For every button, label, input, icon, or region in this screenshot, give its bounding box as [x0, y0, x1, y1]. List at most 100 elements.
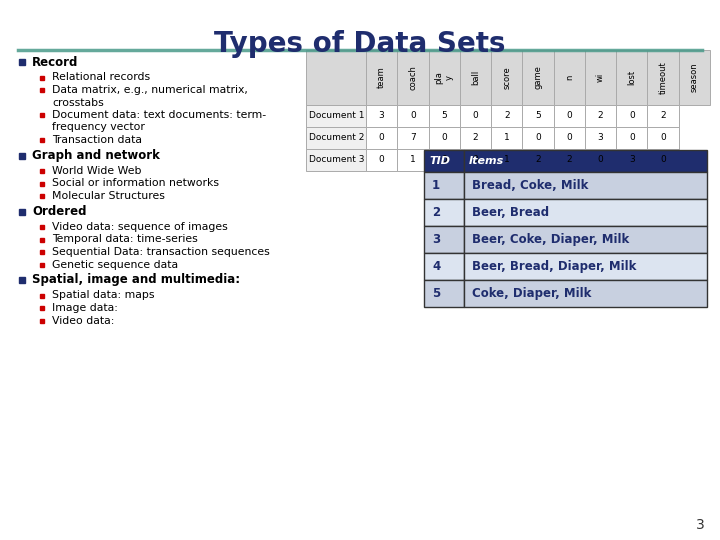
Text: 0: 0 [629, 133, 635, 143]
Text: Coke, Diaper, Milk: Coke, Diaper, Milk [472, 287, 591, 300]
Bar [306, 149, 366, 171]
Bar [679, 50, 710, 105]
Text: ball: ball [471, 70, 480, 85]
Text: Genetic sequence data: Genetic sequence data [52, 260, 178, 269]
Text: 0: 0 [379, 156, 384, 165]
Bar [647, 50, 679, 105]
Bar [366, 127, 397, 149]
Text: 2: 2 [535, 156, 541, 165]
Bar [306, 50, 366, 105]
Bar [647, 149, 679, 171]
Text: 2: 2 [432, 206, 440, 219]
Text: 0: 0 [567, 133, 572, 143]
Text: World Wide Web: World Wide Web [52, 166, 142, 176]
Bar [464, 199, 707, 226]
Bar [366, 105, 397, 127]
Bar [424, 280, 464, 307]
Text: Record: Record [32, 56, 78, 69]
Bar [460, 149, 491, 171]
Text: 2: 2 [504, 111, 510, 120]
Text: 2: 2 [472, 133, 478, 143]
Text: Document data: text documents: term-: Document data: text documents: term- [52, 110, 266, 120]
Text: Document 3: Document 3 [309, 156, 364, 165]
Bar [616, 127, 647, 149]
Text: 5: 5 [535, 111, 541, 120]
Bar [306, 105, 366, 127]
Bar [554, 50, 585, 105]
Text: Beer, Coke, Diaper, Milk: Beer, Coke, Diaper, Milk [472, 233, 629, 246]
Bar [428, 149, 460, 171]
Text: pla
y: pla y [434, 71, 454, 84]
Bar [554, 149, 585, 171]
Bar [424, 172, 464, 199]
Text: 0: 0 [598, 156, 603, 165]
Text: Molecular Structures: Molecular Structures [52, 191, 165, 201]
Bar [424, 199, 464, 226]
Text: 0: 0 [629, 111, 635, 120]
Text: 3: 3 [696, 518, 705, 532]
Text: 7: 7 [410, 133, 415, 143]
Bar [647, 127, 679, 149]
Text: game: game [534, 65, 542, 90]
Text: 1: 1 [504, 156, 510, 165]
Bar [366, 149, 397, 171]
Bar [460, 127, 491, 149]
Text: wi: wi [596, 73, 605, 82]
Text: Transaction data: Transaction data [52, 135, 142, 145]
Text: 0: 0 [410, 111, 415, 120]
Bar [585, 105, 616, 127]
Text: 0: 0 [472, 111, 478, 120]
Bar [366, 50, 397, 105]
Bar [424, 253, 464, 280]
Text: Image data:: Image data: [52, 303, 118, 313]
Bar [397, 149, 428, 171]
Bar [616, 105, 647, 127]
Text: frequency vector: frequency vector [52, 123, 145, 132]
Bar [554, 127, 585, 149]
Text: 1: 1 [504, 133, 510, 143]
Text: Items: Items [469, 156, 504, 166]
Text: 2: 2 [598, 111, 603, 120]
Text: team: team [377, 66, 386, 89]
Bar [464, 150, 707, 172]
Bar [491, 50, 523, 105]
Bar [585, 127, 616, 149]
Text: Spatial data: maps: Spatial data: maps [52, 291, 155, 300]
Text: Beer, Bread: Beer, Bread [472, 206, 549, 219]
Bar [460, 105, 491, 127]
Bar [464, 226, 707, 253]
Text: 2: 2 [567, 156, 572, 165]
Text: 0: 0 [441, 156, 447, 165]
Bar [523, 127, 554, 149]
Text: Social or information networks: Social or information networks [52, 179, 219, 188]
Text: Types of Data Sets: Types of Data Sets [215, 30, 505, 58]
Bar [647, 105, 679, 127]
Bar [523, 149, 554, 171]
Text: 3: 3 [379, 111, 384, 120]
Text: 3: 3 [598, 133, 603, 143]
Bar [428, 50, 460, 105]
Text: crosstabs: crosstabs [52, 98, 104, 107]
Text: 3: 3 [432, 233, 440, 246]
Text: 1: 1 [432, 179, 440, 192]
Bar [585, 50, 616, 105]
Bar [523, 105, 554, 127]
Text: Bread, Coke, Milk: Bread, Coke, Milk [472, 179, 588, 192]
Text: 5: 5 [441, 111, 447, 120]
Bar [460, 50, 491, 105]
Text: Relational records: Relational records [52, 72, 150, 83]
Text: 3: 3 [629, 156, 635, 165]
Bar [554, 105, 585, 127]
Text: 4: 4 [432, 260, 440, 273]
Text: 0: 0 [472, 156, 478, 165]
Text: Beer, Bread, Diaper, Milk: Beer, Bread, Diaper, Milk [472, 260, 636, 273]
Bar [306, 127, 366, 149]
Bar [428, 105, 460, 127]
Bar [491, 105, 523, 127]
Text: season: season [690, 63, 699, 92]
Text: Video data:: Video data: [52, 315, 114, 326]
Text: score: score [503, 66, 511, 89]
Text: Document 2: Document 2 [309, 133, 364, 143]
Text: 2: 2 [660, 111, 666, 120]
Bar [464, 172, 707, 199]
